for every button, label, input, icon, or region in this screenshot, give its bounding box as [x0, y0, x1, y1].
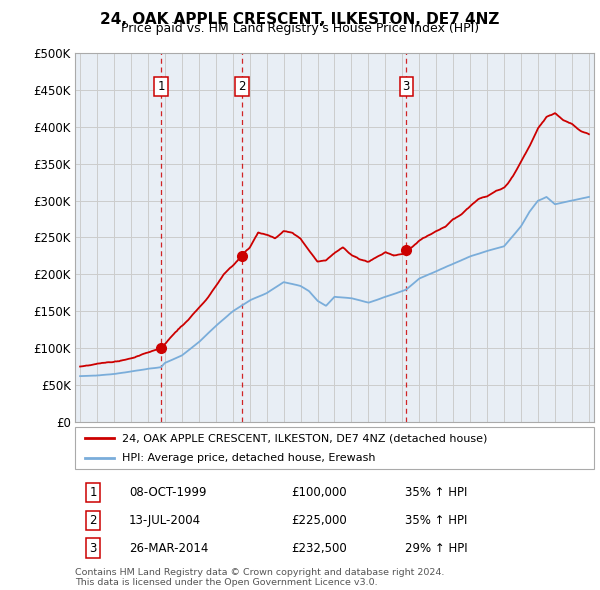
Text: £225,000: £225,000: [291, 514, 347, 527]
Text: 24, OAK APPLE CRESCENT, ILKESTON, DE7 4NZ: 24, OAK APPLE CRESCENT, ILKESTON, DE7 4N…: [100, 12, 500, 27]
Text: £232,500: £232,500: [291, 542, 347, 555]
Text: 26-MAR-2014: 26-MAR-2014: [129, 542, 208, 555]
Text: 2: 2: [238, 80, 245, 93]
Text: 08-OCT-1999: 08-OCT-1999: [129, 486, 206, 499]
Text: 35% ↑ HPI: 35% ↑ HPI: [405, 514, 467, 527]
Text: 3: 3: [403, 80, 410, 93]
Text: 1: 1: [89, 486, 97, 499]
Text: 24, OAK APPLE CRESCENT, ILKESTON, DE7 4NZ (detached house): 24, OAK APPLE CRESCENT, ILKESTON, DE7 4N…: [122, 434, 487, 444]
Text: Price paid vs. HM Land Registry's House Price Index (HPI): Price paid vs. HM Land Registry's House …: [121, 22, 479, 35]
Text: 3: 3: [89, 542, 97, 555]
Text: £100,000: £100,000: [291, 486, 347, 499]
Text: HPI: Average price, detached house, Erewash: HPI: Average price, detached house, Erew…: [122, 454, 375, 463]
Text: 1: 1: [157, 80, 165, 93]
Text: 13-JUL-2004: 13-JUL-2004: [129, 514, 201, 527]
Text: 2: 2: [89, 514, 97, 527]
Text: 35% ↑ HPI: 35% ↑ HPI: [405, 486, 467, 499]
Text: 29% ↑ HPI: 29% ↑ HPI: [405, 542, 467, 555]
Text: Contains HM Land Registry data © Crown copyright and database right 2024.
This d: Contains HM Land Registry data © Crown c…: [75, 568, 445, 587]
